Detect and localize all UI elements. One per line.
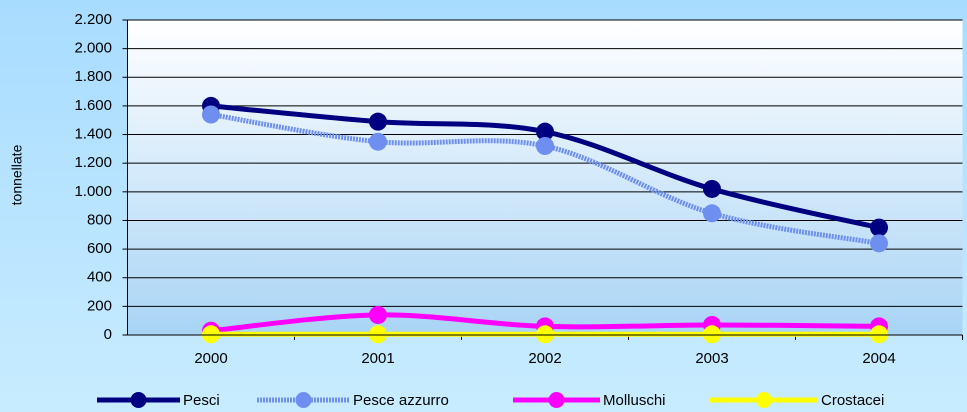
y-tick-label: 0 xyxy=(104,326,112,343)
marker xyxy=(202,325,220,344)
legend-marker xyxy=(295,392,312,408)
y-tick-label: 1.400 xyxy=(74,126,112,143)
legend-label: Molluschi xyxy=(603,392,666,409)
marker xyxy=(202,105,220,124)
marker xyxy=(369,112,387,131)
x-tick-label: 2002 xyxy=(528,350,561,367)
y-tick-label: 1.800 xyxy=(74,68,112,85)
marker xyxy=(870,234,888,253)
marker xyxy=(703,325,721,344)
y-tick-label: 800 xyxy=(87,211,112,228)
plot-area xyxy=(127,20,963,335)
y-tick-label: 1.000 xyxy=(74,183,112,200)
marker xyxy=(536,122,554,141)
marker xyxy=(870,325,888,344)
marker xyxy=(703,204,721,223)
y-tick-label: 400 xyxy=(87,269,112,286)
y-tick-label: 2.000 xyxy=(74,40,112,57)
y-tick-label: 200 xyxy=(87,297,112,314)
marker xyxy=(703,179,721,198)
y-tick-label: 600 xyxy=(87,240,112,257)
marker xyxy=(536,325,554,344)
x-tick-label: 2001 xyxy=(361,350,394,367)
y-axis-label: tonnellate xyxy=(9,144,25,205)
marker xyxy=(369,132,387,151)
legend-label: Pesce azzurro xyxy=(353,392,449,409)
y-tick-label: 2.200 xyxy=(74,11,112,28)
x-tick-label: 2003 xyxy=(695,350,728,367)
x-tick-label: 2000 xyxy=(194,350,227,367)
legend-marker xyxy=(548,392,565,408)
legend-marker xyxy=(756,392,772,408)
marker xyxy=(536,137,554,155)
x-tick-label: 2004 xyxy=(862,350,895,367)
marker xyxy=(369,325,387,344)
marker xyxy=(870,218,888,237)
y-tick-label: 1.600 xyxy=(74,97,112,114)
marker xyxy=(369,305,387,324)
y-tick-label: 1.200 xyxy=(74,154,112,171)
legend-label: Crostacei xyxy=(821,392,884,409)
legend-label: Pesci xyxy=(183,392,220,409)
legend-marker xyxy=(130,392,147,408)
